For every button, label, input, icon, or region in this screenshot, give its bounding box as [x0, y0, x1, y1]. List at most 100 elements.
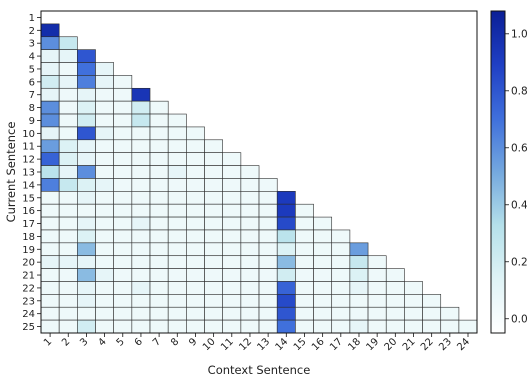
- y-tick-label: 5: [29, 64, 35, 75]
- heatmap-cell: [258, 191, 278, 205]
- heatmap-cell: [95, 178, 114, 192]
- heatmap-cell: [204, 216, 223, 231]
- heatmap-cell: [58, 165, 78, 179]
- heatmap-cell: [58, 100, 78, 115]
- heatmap-cell: [331, 306, 351, 321]
- heatmap-cell: [113, 87, 133, 102]
- heatmap-cell: [113, 203, 133, 218]
- heatmap-cell: [367, 268, 387, 282]
- heatmap-cell: [349, 306, 369, 321]
- heatmap-cell: [95, 255, 114, 269]
- heatmap-cell: [276, 255, 296, 269]
- heatmap-cell: [295, 268, 314, 282]
- heatmap-cell: [222, 319, 242, 334]
- heatmap-cell: [167, 178, 187, 192]
- heatmap-cell: [331, 281, 351, 295]
- heatmap-cell: [204, 294, 223, 308]
- heatmap-cell: [131, 229, 151, 244]
- heatmap-cell: [385, 294, 405, 308]
- heatmap-cell: [186, 191, 205, 205]
- heatmap-cell: [149, 203, 169, 218]
- heatmap-cell: [77, 178, 96, 192]
- heatmap-cell: [385, 268, 405, 282]
- y-tick-label: 17: [22, 219, 35, 230]
- heatmap-cell: [349, 255, 369, 269]
- colorbar-ticks: 0.0 0.2 0.4 0.6 0.8 1.0: [505, 28, 527, 325]
- heatmap-cells: [40, 23, 478, 334]
- heatmap-cell: [440, 319, 460, 334]
- heatmap-cell: [167, 319, 187, 334]
- heatmap-cell: [167, 203, 187, 218]
- heatmap-cell: [40, 242, 60, 257]
- heatmap-cell: [313, 216, 333, 231]
- colorbar-tick-label: 0.0: [511, 313, 527, 325]
- heatmap-cell: [240, 229, 260, 244]
- heatmap-cell: [113, 191, 133, 205]
- heatmap-cell: [422, 319, 442, 334]
- heatmap-cell: [113, 216, 133, 231]
- heatmap-cell: [313, 242, 333, 257]
- heatmap-cell: [240, 255, 260, 269]
- heatmap-cell: [131, 126, 151, 141]
- heatmap-cell: [40, 229, 60, 244]
- heatmap-cell: [222, 255, 242, 269]
- heatmap-cell: [331, 268, 351, 282]
- heatmap-cell: [367, 294, 387, 308]
- heatmap-cell: [95, 319, 114, 334]
- heatmap-cell: [167, 126, 187, 141]
- heatmap-cell: [149, 268, 169, 282]
- heatmap-cell: [95, 306, 114, 321]
- heatmap-cell: [204, 139, 223, 153]
- heatmap-cell: [40, 216, 60, 231]
- heatmap-cell: [258, 306, 278, 321]
- heatmap-cell: [186, 203, 205, 218]
- heatmap-cell: [240, 281, 260, 295]
- heatmap-cell: [258, 268, 278, 282]
- heatmap-cell: [367, 319, 387, 334]
- y-tick-label: 11: [22, 142, 35, 153]
- heatmap-cell: [113, 306, 133, 321]
- heatmap-cell: [440, 306, 460, 321]
- heatmap-cell: [313, 281, 333, 295]
- heatmap-cell: [222, 306, 242, 321]
- heatmap-cell: [113, 242, 133, 257]
- heatmap-cell: [40, 113, 60, 128]
- heatmap-cell: [276, 203, 296, 218]
- heatmap-cell: [167, 268, 187, 282]
- heatmap-cell: [258, 319, 278, 334]
- y-tick-label: 21: [22, 271, 35, 282]
- heatmap-cell: [276, 319, 296, 334]
- heatmap-cell: [149, 242, 169, 257]
- heatmap-cell: [222, 242, 242, 257]
- heatmap-cell: [149, 191, 169, 205]
- heatmap-cell: [404, 319, 423, 334]
- heatmap-cell: [149, 100, 169, 115]
- heatmap-cell: [95, 75, 114, 89]
- heatmap-cell: [295, 229, 314, 244]
- heatmap-cell: [149, 139, 169, 153]
- heatmap-cell: [222, 216, 242, 231]
- y-tick-label: 8: [29, 103, 35, 114]
- heatmap-cell: [40, 75, 60, 89]
- heatmap-cell: [95, 165, 114, 179]
- heatmap-cell: [58, 87, 78, 102]
- heatmap-cell: [349, 294, 369, 308]
- y-tick-labels: 1234567891011121314151617181920212223242…: [22, 13, 41, 333]
- y-tick-label: 16: [22, 206, 35, 217]
- heatmap-cell: [149, 281, 169, 295]
- heatmap-cell: [276, 229, 296, 244]
- heatmap-cell: [40, 62, 60, 76]
- heatmap-cell: [149, 152, 169, 166]
- heatmap-cell: [240, 306, 260, 321]
- colorbar-tick-label: 0.4: [511, 199, 527, 211]
- heatmap-cell: [167, 191, 187, 205]
- heatmap-cell: [222, 203, 242, 218]
- heatmap-cell: [131, 319, 151, 334]
- heatmap-cell: [276, 294, 296, 308]
- heatmap-cell: [204, 281, 223, 295]
- heatmap-cell: [95, 126, 114, 141]
- heatmap-cell: [258, 242, 278, 257]
- heatmap-cell: [40, 191, 60, 205]
- heatmap-cell: [149, 165, 169, 179]
- heatmap-cell: [295, 242, 314, 257]
